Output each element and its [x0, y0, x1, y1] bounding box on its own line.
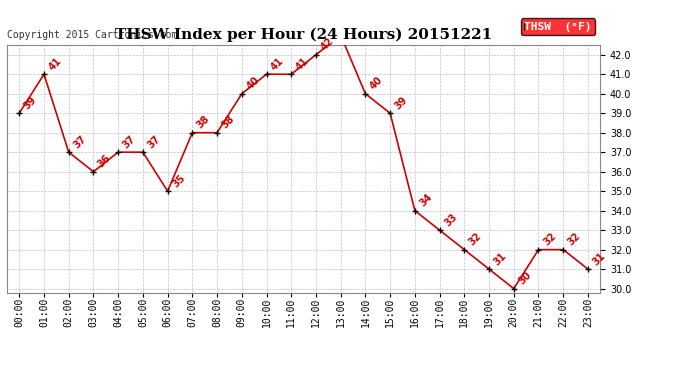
Text: 42: 42 — [319, 36, 335, 52]
Text: 37: 37 — [146, 134, 162, 150]
Text: 31: 31 — [591, 251, 607, 267]
Text: 31: 31 — [492, 251, 509, 267]
Text: 39: 39 — [22, 94, 39, 111]
Text: 43: 43 — [0, 374, 1, 375]
Text: 32: 32 — [566, 231, 582, 248]
Text: 38: 38 — [195, 114, 212, 130]
Legend: THSW  (°F): THSW (°F) — [520, 18, 595, 35]
Text: 38: 38 — [220, 114, 237, 130]
Text: 37: 37 — [121, 134, 137, 150]
Text: 36: 36 — [96, 153, 113, 170]
Text: 32: 32 — [467, 231, 484, 248]
Text: 41: 41 — [294, 56, 310, 72]
Text: 34: 34 — [417, 192, 434, 208]
Text: 30: 30 — [517, 270, 533, 286]
Text: 35: 35 — [170, 172, 187, 189]
Text: 41: 41 — [269, 56, 286, 72]
Text: 40: 40 — [368, 75, 385, 92]
Text: 33: 33 — [442, 211, 459, 228]
Text: Copyright 2015 Cartronics.com: Copyright 2015 Cartronics.com — [7, 30, 177, 40]
Text: 39: 39 — [393, 94, 410, 111]
Text: 32: 32 — [541, 231, 558, 248]
Text: 37: 37 — [72, 134, 88, 150]
Title: THSW Index per Hour (24 Hours) 20151221: THSW Index per Hour (24 Hours) 20151221 — [115, 28, 492, 42]
Text: 41: 41 — [47, 56, 63, 72]
Text: 40: 40 — [244, 75, 262, 92]
